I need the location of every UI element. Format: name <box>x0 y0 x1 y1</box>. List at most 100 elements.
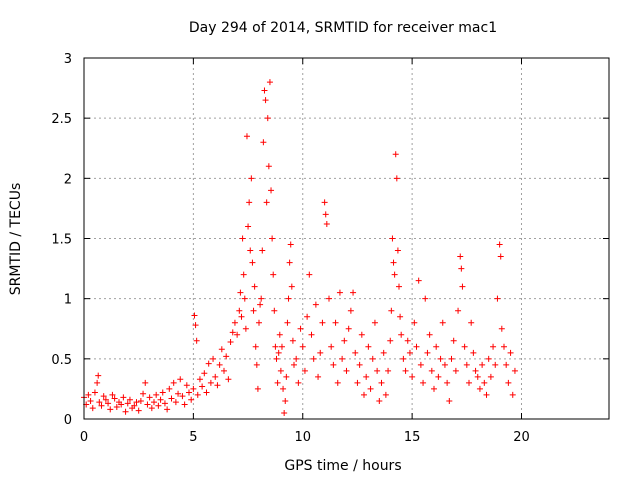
data-point <box>389 235 396 242</box>
data-point <box>148 405 155 412</box>
data-point <box>494 295 501 302</box>
data-point <box>157 396 164 403</box>
data-point <box>124 400 131 407</box>
data-point <box>274 379 281 386</box>
data-point <box>339 355 346 362</box>
data-point <box>450 337 457 344</box>
data-point <box>283 373 290 380</box>
data-point <box>278 343 285 350</box>
data-point <box>269 235 276 242</box>
data-point <box>153 391 160 398</box>
data-point <box>159 389 166 396</box>
data-point <box>221 367 227 374</box>
data-point <box>268 187 275 194</box>
data-point <box>96 399 103 406</box>
data-point <box>273 355 280 362</box>
data-point <box>299 343 306 350</box>
data-point <box>168 395 175 402</box>
data-point <box>505 379 512 386</box>
data-point <box>242 325 249 332</box>
data-point <box>247 247 254 254</box>
data-point <box>413 343 420 350</box>
data-point <box>369 355 376 362</box>
data-point <box>374 367 381 374</box>
data-point <box>118 401 125 408</box>
data-point <box>336 289 343 296</box>
data-point <box>111 395 118 402</box>
data-point <box>275 349 282 356</box>
data-point <box>424 349 431 356</box>
data-point <box>376 397 383 404</box>
data-point <box>175 390 182 397</box>
data-point <box>415 277 422 284</box>
x-tick-label: 5 <box>189 430 197 445</box>
data-point <box>481 379 488 386</box>
data-point <box>191 312 198 319</box>
data-point <box>315 373 322 380</box>
data-point <box>400 355 407 362</box>
data-point <box>463 361 470 368</box>
data-point <box>109 391 116 398</box>
data-point <box>98 402 105 409</box>
data-point <box>237 289 244 296</box>
data-point <box>501 343 507 350</box>
data-point <box>312 301 319 308</box>
data-point <box>205 360 212 367</box>
data-point <box>137 397 144 404</box>
data-point <box>393 175 400 182</box>
data-point <box>105 400 112 407</box>
y-tick-label: 1.5 <box>51 233 72 248</box>
data-point <box>350 289 357 296</box>
data-point <box>229 329 236 336</box>
data-point <box>280 385 287 392</box>
data-point <box>257 301 264 308</box>
data-point <box>227 338 234 345</box>
data-point <box>122 408 129 415</box>
data-point <box>251 283 258 290</box>
x-tick-label: 15 <box>404 430 421 445</box>
y-axis-label: SRMTID / TECUs <box>8 183 24 296</box>
data-point <box>345 325 352 332</box>
data-point <box>319 319 326 326</box>
data-point <box>212 373 219 380</box>
y-tick-label: 0 <box>64 413 72 428</box>
data-point <box>468 319 475 326</box>
data-point <box>371 319 378 326</box>
data-point <box>321 199 328 206</box>
data-point <box>89 405 96 412</box>
data-point <box>100 393 107 400</box>
data-point <box>306 271 313 278</box>
data-point <box>238 313 245 320</box>
data-point <box>246 199 253 206</box>
data-point <box>91 389 98 396</box>
y-tick-label: 0.5 <box>51 353 72 368</box>
data-point <box>133 399 140 406</box>
data-point <box>492 361 499 368</box>
data-point <box>250 307 257 314</box>
data-point <box>433 343 440 350</box>
data-point <box>223 353 230 360</box>
data-point <box>243 133 250 140</box>
data-point <box>284 319 291 326</box>
data-point <box>458 265 465 272</box>
data-point <box>354 379 361 386</box>
data-point <box>144 401 151 408</box>
data-point <box>496 241 503 248</box>
data-point <box>398 331 405 338</box>
data-point <box>483 391 490 398</box>
data-point <box>263 199 270 206</box>
data-point <box>420 379 427 386</box>
data-point <box>166 385 173 392</box>
data-point <box>282 397 289 404</box>
data-point <box>378 379 385 386</box>
data-point <box>254 385 261 392</box>
data-point <box>387 337 394 344</box>
data-point <box>207 379 214 386</box>
data-point <box>365 343 372 350</box>
data-point <box>304 313 311 320</box>
data-point <box>240 271 247 278</box>
data-point <box>276 331 283 338</box>
data-point <box>511 367 518 374</box>
